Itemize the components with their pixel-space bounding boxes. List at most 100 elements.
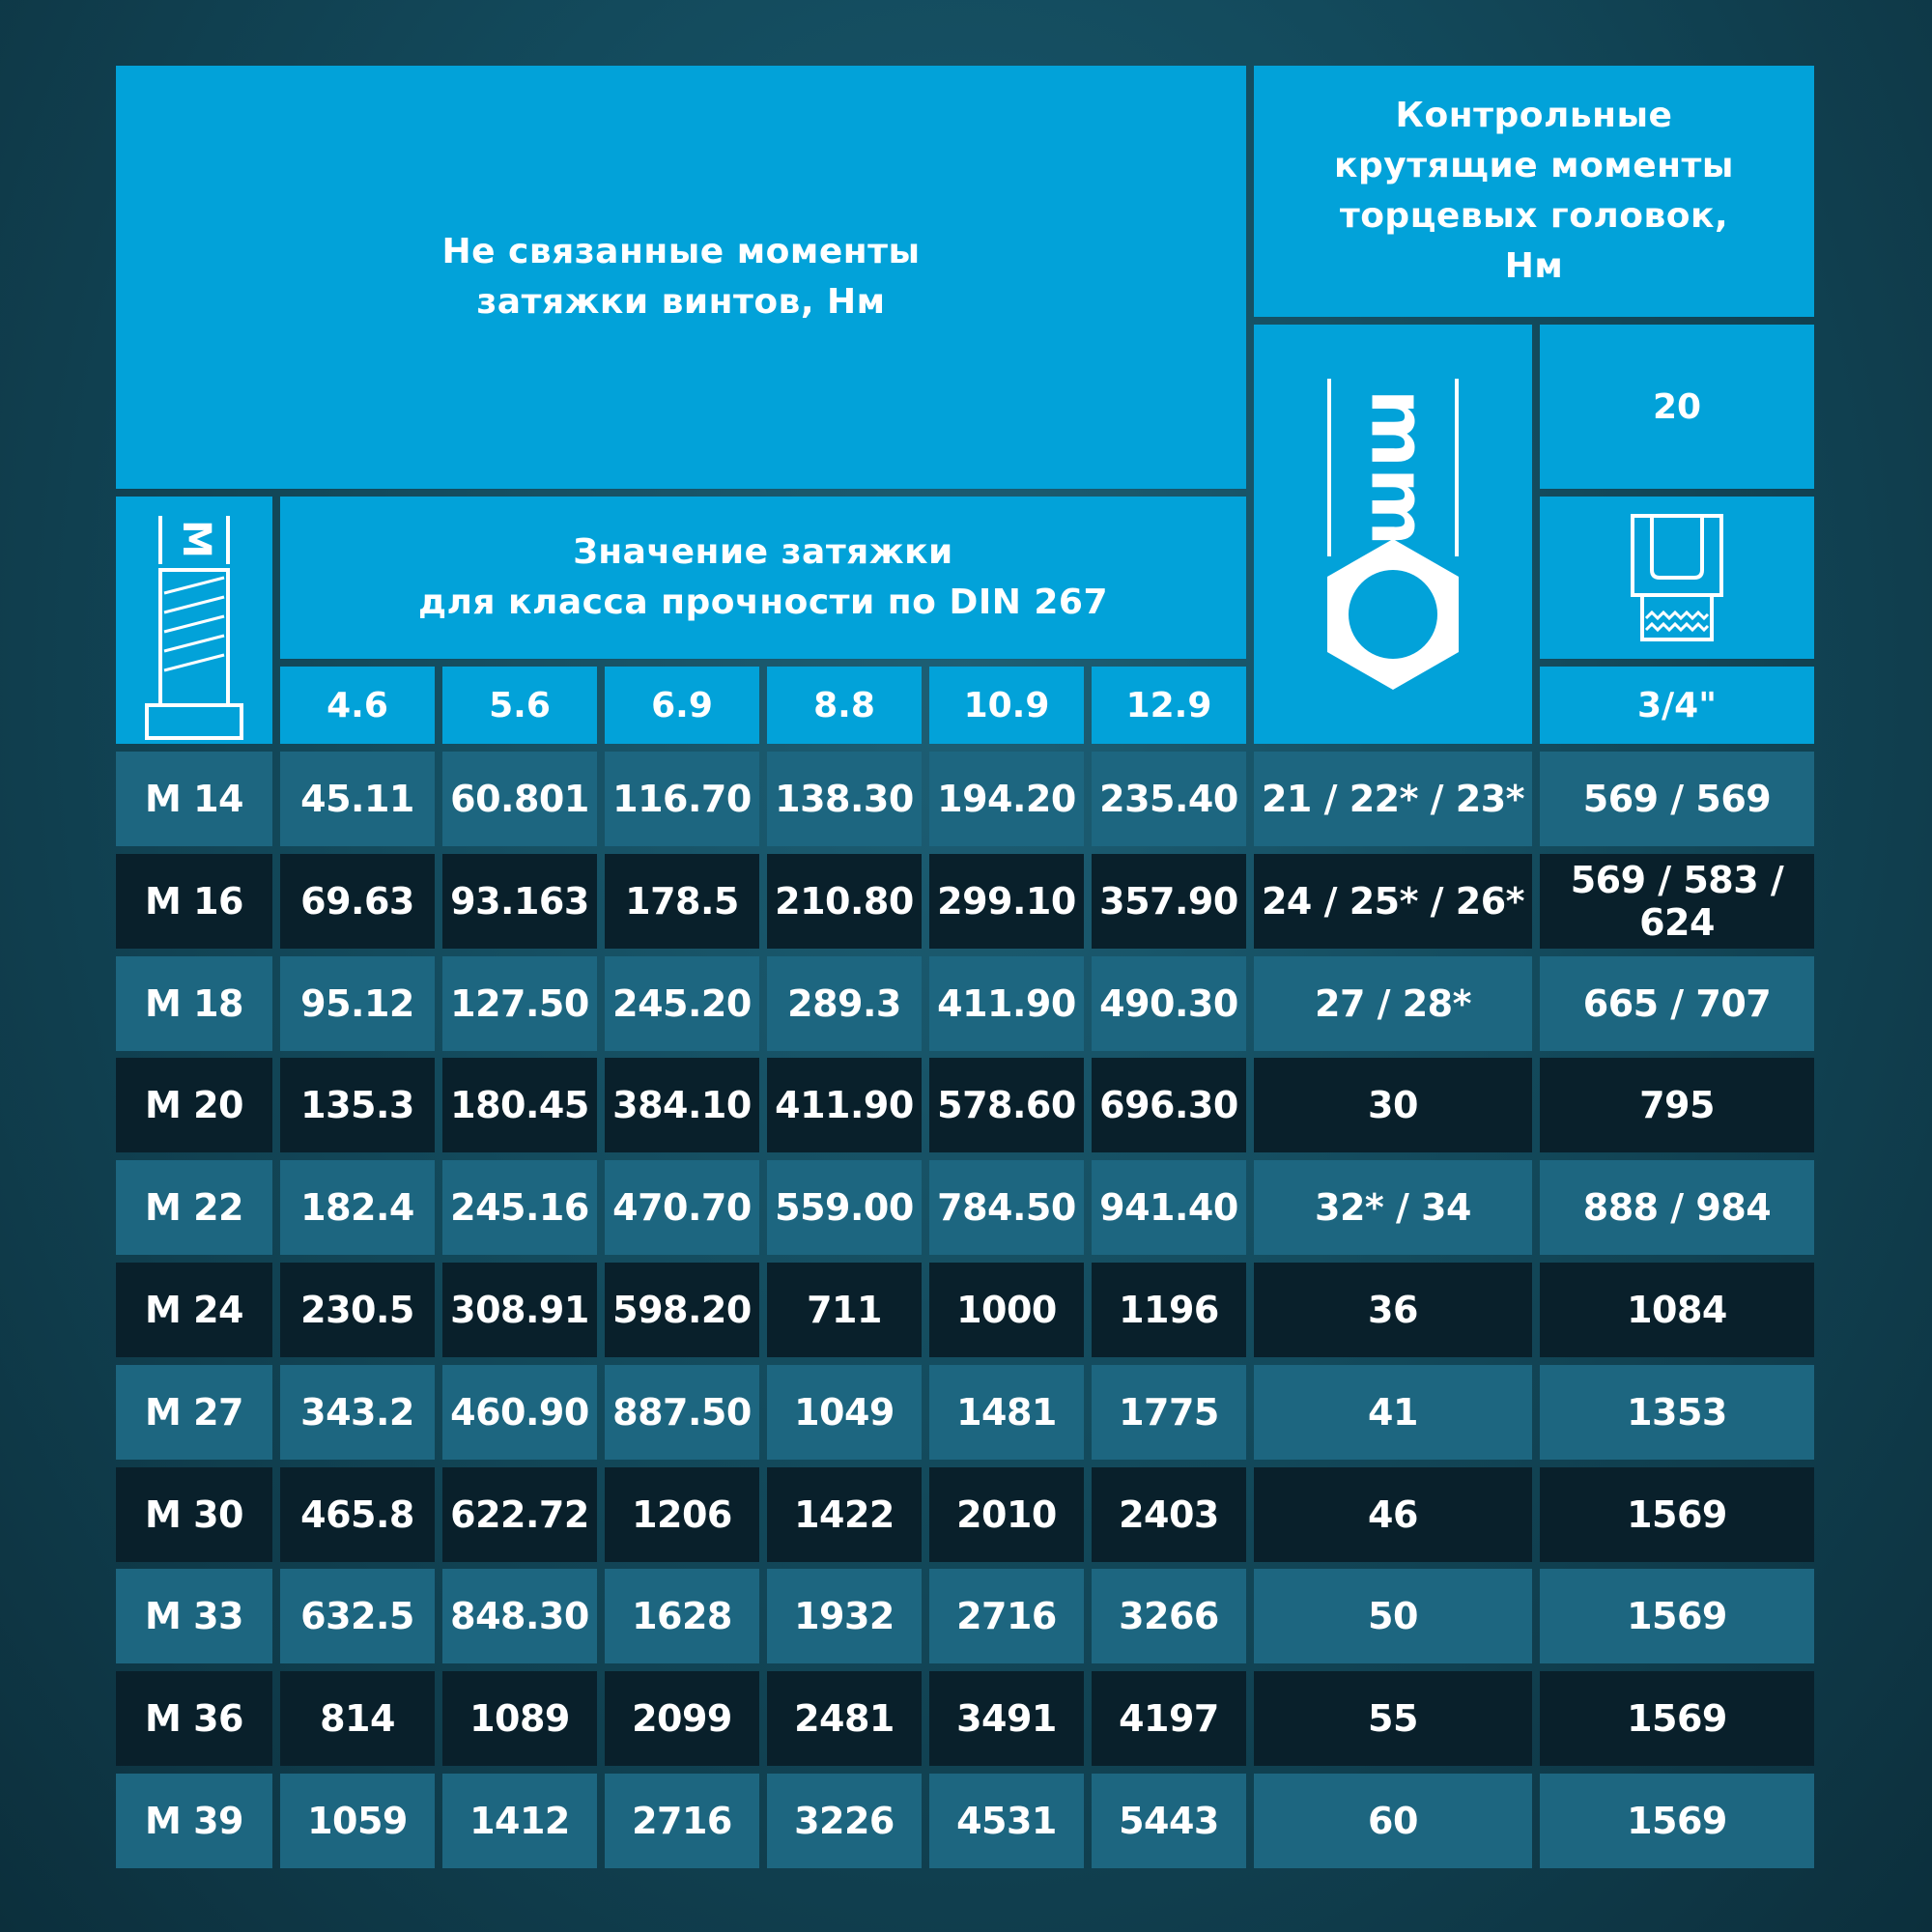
torque-value: 2010 — [956, 1493, 1057, 1536]
torque-value-cell: 470.70 — [605, 1160, 759, 1255]
socket-torque-cell: 665 / 707 — [1540, 956, 1814, 1051]
torque-value-cell: 632.5 — [280, 1569, 435, 1663]
torque-value-cell: 814 — [280, 1671, 435, 1766]
bolt-size-cell: M 14 — [116, 752, 272, 846]
socket-torque-cell: 1353 — [1540, 1365, 1814, 1460]
grade-header: 10.9 — [929, 667, 1084, 744]
torque-value: 622.72 — [450, 1493, 589, 1536]
bolt-size: M 30 — [145, 1493, 243, 1536]
socket-torque-cell: 1084 — [1540, 1263, 1814, 1357]
torque-value-cell: 357.90 — [1092, 854, 1246, 949]
torque-value-cell: 194.20 — [929, 752, 1084, 846]
torque-value: 116.70 — [612, 778, 752, 820]
socket-torque: 569 / 569 — [1582, 778, 1772, 820]
socket-mm: 50 — [1368, 1595, 1418, 1637]
torque-value: 2716 — [632, 1800, 732, 1842]
torque-value-cell: 1089 — [442, 1671, 597, 1766]
torque-value: 784.50 — [937, 1186, 1076, 1229]
torque-value: 578.60 — [937, 1084, 1076, 1126]
torque-value-cell: 289.3 — [767, 956, 922, 1051]
drive-label: 3/4" — [1636, 685, 1717, 725]
torque-value-cell: 299.10 — [929, 854, 1084, 949]
torque-value-cell: 343.2 — [280, 1365, 435, 1460]
socket-torque-cell: 1569 — [1540, 1467, 1814, 1562]
hex-nut-icon: mm — [1327, 379, 1459, 690]
grade-label: 12.9 — [1125, 685, 1212, 725]
torque-value: 941.40 — [1099, 1186, 1238, 1229]
torque-value: 308.91 — [450, 1289, 589, 1331]
torque-value-cell: 2716 — [605, 1774, 759, 1868]
torque-value-cell: 598.20 — [605, 1263, 759, 1357]
torque-value-cell: 2481 — [767, 1671, 922, 1766]
bolt-size: M 24 — [145, 1289, 243, 1331]
socket-title-line: торцевых головок, — [1339, 196, 1729, 236]
socket-mm-cell: 41 — [1254, 1365, 1532, 1460]
drive-size: 20 — [1652, 386, 1702, 427]
torque-value-cell: 711 — [767, 1263, 922, 1357]
socket-title: Контрольные крутящие моменты торцевых го… — [1334, 91, 1734, 292]
torque-value: 460.90 — [450, 1391, 589, 1434]
torque-value: 384.10 — [612, 1084, 752, 1126]
bolt-size-cell: M 24 — [116, 1263, 272, 1357]
socket-mm: 36 — [1368, 1289, 1418, 1331]
torque-value: 1059 — [307, 1800, 408, 1842]
socket-torque-cell: 569 / 569 — [1540, 752, 1814, 846]
torque-value: 138.30 — [775, 778, 914, 820]
torque-value: 470.70 — [612, 1186, 752, 1229]
main-title: Не связанные моменты затяжки винтов, Нм — [441, 227, 920, 327]
torque-value-cell: 1059 — [280, 1774, 435, 1868]
main-title-line: Не связанные моменты — [441, 232, 921, 271]
socket-mm: 55 — [1368, 1697, 1418, 1740]
torque-value: 2403 — [1119, 1493, 1219, 1536]
torque-value: 814 — [320, 1697, 395, 1740]
torque-value: 2099 — [632, 1697, 732, 1740]
torque-value: 1932 — [794, 1595, 895, 1637]
socket-torque: 795 — [1639, 1084, 1715, 1126]
table-row: M 36 814 1089 2099 2481 3491 4197 55 1569 — [0, 1671, 1932, 1766]
torque-value: 93.163 — [450, 880, 589, 923]
torque-value-cell: 210.80 — [767, 854, 922, 949]
socket-torque: 1569 — [1627, 1595, 1727, 1637]
torque-value-cell: 1206 — [605, 1467, 759, 1562]
torque-value-cell: 116.70 — [605, 752, 759, 846]
torque-value: 45.11 — [300, 778, 414, 820]
socket-torque: 1569 — [1627, 1800, 1727, 1842]
socket-torque: 1569 — [1627, 1493, 1727, 1536]
torque-value-cell: 411.90 — [929, 956, 1084, 1051]
torque-value: 4531 — [956, 1800, 1057, 1842]
torque-value: 711 — [807, 1289, 882, 1331]
torque-value: 848.30 — [450, 1595, 589, 1637]
socket-mm-cell: 50 — [1254, 1569, 1532, 1663]
hex-mm-label: mm — [1354, 389, 1441, 547]
torque-value: 245.20 — [612, 982, 752, 1025]
torque-value: 696.30 — [1099, 1084, 1238, 1126]
torque-value: 230.5 — [300, 1289, 414, 1331]
bolt-size: M 20 — [145, 1084, 243, 1126]
socket-icon — [1631, 514, 1723, 641]
torque-value-cell: 1932 — [767, 1569, 922, 1663]
torque-value-cell: 178.5 — [605, 854, 759, 949]
torque-value: 357.90 — [1099, 880, 1238, 923]
torque-value: 465.8 — [300, 1493, 414, 1536]
bolt-size: M 18 — [145, 982, 243, 1025]
torque-value: 1412 — [469, 1800, 570, 1842]
torque-value-cell: 2010 — [929, 1467, 1084, 1562]
socket-torque: 1569 — [1627, 1697, 1727, 1740]
torque-value-cell: 60.801 — [442, 752, 597, 846]
socket-torque: 624 — [1639, 901, 1715, 944]
main-title-line: затяжки винтов, Нм — [476, 282, 886, 322]
torque-value-cell: 3266 — [1092, 1569, 1246, 1663]
din-title: Значение затяжки для класса прочности по… — [418, 527, 1108, 628]
grade-header: 6.9 — [605, 667, 759, 744]
bolt-size-cell: M 30 — [116, 1467, 272, 1562]
torque-value-cell: 848.30 — [442, 1569, 597, 1663]
torque-value-cell: 784.50 — [929, 1160, 1084, 1255]
din-title-line: для класса прочности по DIN 267 — [417, 582, 1109, 622]
socket-mm-cell: 55 — [1254, 1671, 1532, 1766]
bolt-size: M 39 — [145, 1800, 243, 1842]
torque-value-cell: 490.30 — [1092, 956, 1246, 1051]
torque-value-cell: 45.11 — [280, 752, 435, 846]
torque-value: 245.16 — [450, 1186, 589, 1229]
torque-value: 178.5 — [625, 880, 739, 923]
socket-torque-cell: 1569 — [1540, 1671, 1814, 1766]
